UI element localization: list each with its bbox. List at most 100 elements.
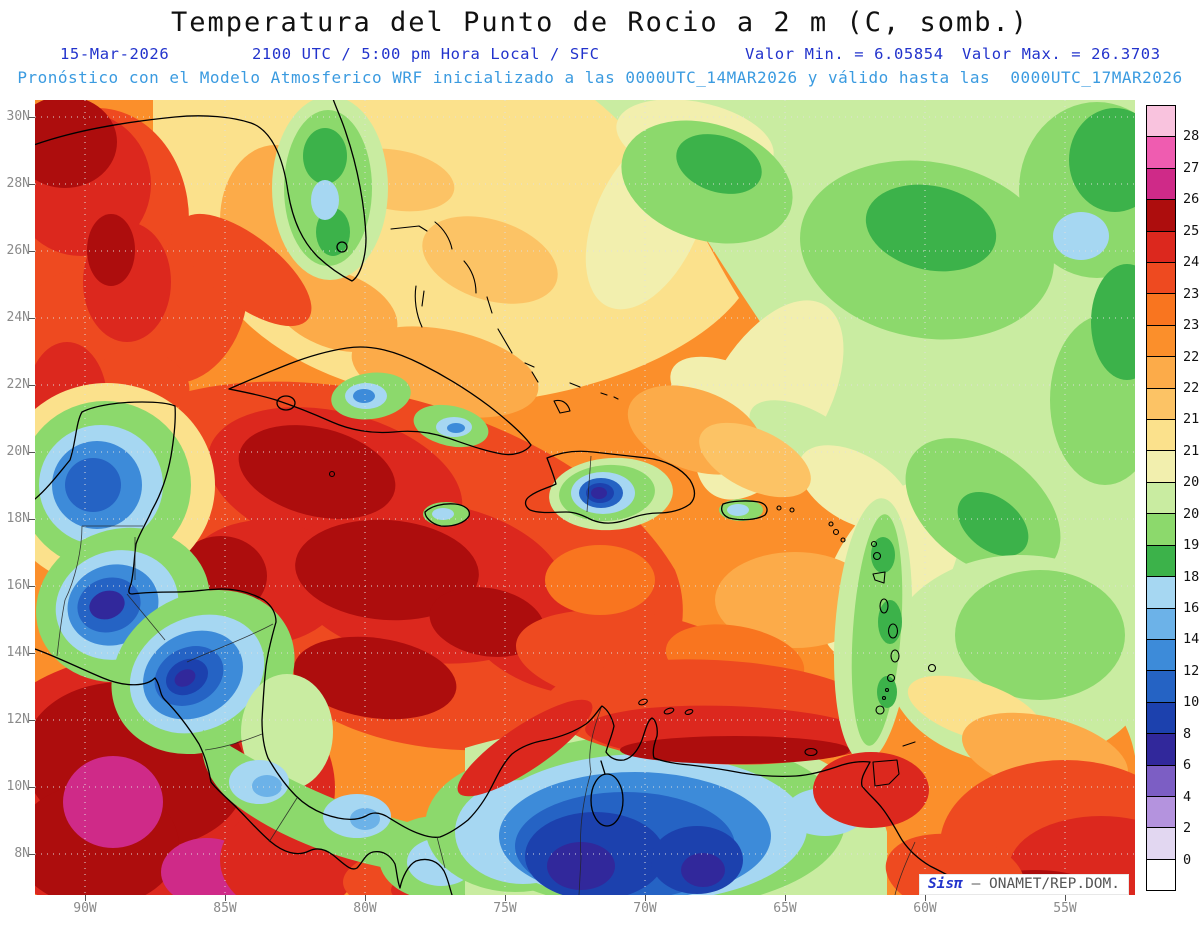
colorbar-segment-s5 <box>1147 231 1175 264</box>
colorbar-label-8: 8 <box>1183 725 1192 742</box>
forecast-date: 15-Mar-2026 <box>60 45 170 63</box>
lat-tick-mark <box>29 117 35 118</box>
colorbar-segment-s10 <box>1147 388 1175 421</box>
colorbar-segment-s12 <box>1147 451 1175 483</box>
lon-tick-label-85W: 85W <box>213 901 237 916</box>
lat-tick-label-22N: 22N <box>6 377 30 392</box>
watermark: Sisπ – ONAMET/REP.DOM. <box>918 874 1129 895</box>
colorbar-label-28: 28 <box>1183 128 1200 145</box>
lat-tick-label-20N: 20N <box>6 444 30 459</box>
colorbar-segment-s9 <box>1147 357 1175 389</box>
lat-tick-mark <box>29 519 35 520</box>
colorbar-segment-s20 <box>1147 702 1175 735</box>
colorbar-label-0: 0 <box>1183 851 1192 868</box>
country-borders <box>56 455 916 896</box>
colorbar-segment-s4 <box>1147 200 1175 232</box>
lon-tick-label-70W: 70W <box>633 901 657 916</box>
colorbar-segment-s25 <box>1147 859 1175 891</box>
value-min: Valor Min. = 6.05854 <box>745 45 944 63</box>
lat-tick-label-8N: 8N <box>14 846 30 861</box>
lon-tick-label-90W: 90W <box>73 901 97 916</box>
watermark-brand: Sisπ <box>927 876 963 892</box>
lat-tick-label-14N: 14N <box>6 645 30 660</box>
lat-tick-label-18N: 18N <box>6 511 30 526</box>
colorbar-segment-s19 <box>1147 671 1175 703</box>
lat-tick-mark <box>29 318 35 319</box>
colorbar-segment-s1 <box>1147 106 1175 138</box>
grid-lines <box>35 100 1135 895</box>
colorbar-segment-s22 <box>1147 765 1175 797</box>
colorbar-label-14: 14 <box>1183 631 1200 648</box>
lat-tick-label-12N: 12N <box>6 712 30 727</box>
colorbar-label-4: 4 <box>1183 788 1192 805</box>
colorbar-segment-s3 <box>1147 168 1175 201</box>
lat-tick-label-10N: 10N <box>6 779 30 794</box>
lat-tick-mark <box>29 653 35 654</box>
colorbar-segment-s15 <box>1147 545 1175 578</box>
lat-tick-label-24N: 24N <box>6 310 30 325</box>
lon-tick-label-80W: 80W <box>353 901 377 916</box>
colorbar-label-6: 6 <box>1183 757 1192 774</box>
colorbar-label-26: 26 <box>1183 191 1200 208</box>
value-max: Valor Max. = 26.3703 <box>962 45 1161 63</box>
colorbar-label-25: 25 <box>1183 222 1200 239</box>
colorbar-segment-s21 <box>1147 734 1175 766</box>
lon-tick-mark <box>1065 895 1066 901</box>
colorbar-segment-s8 <box>1147 325 1175 358</box>
colorbar-label-22: 22 <box>1183 379 1200 396</box>
colorbar-label-16: 16 <box>1183 600 1200 617</box>
lon-tick-mark <box>505 895 506 901</box>
lon-tick-label-75W: 75W <box>493 901 517 916</box>
valid-time: 2100 UTC / 5:00 pm Hora Local / SFC <box>252 45 600 63</box>
lat-tick-mark <box>29 385 35 386</box>
lat-tick-mark <box>29 787 35 788</box>
coastlines <box>30 95 977 899</box>
colorbar-label-10: 10 <box>1183 694 1200 711</box>
chart-title: Temperatura del Punto de Rocio a 2 m (C,… <box>170 7 1029 38</box>
colorbar-label-23: 23 <box>1183 317 1200 334</box>
lat-tick-mark <box>29 854 35 855</box>
colorbar-label-21: 21 <box>1183 442 1200 459</box>
model-info-line: Pronóstico con el Modelo Atmosferico WRF… <box>17 68 1183 87</box>
colorbar-segment-s11 <box>1147 420 1175 452</box>
colorbar-segment-s23 <box>1147 796 1175 829</box>
colorbar-segment-s2 <box>1147 137 1175 169</box>
map-canvas <box>0 95 1193 927</box>
colorbar-label-19: 19 <box>1183 537 1200 554</box>
lat-tick-label-30N: 30N <box>6 109 30 124</box>
colorbar-label-20.5: 20.5 <box>1183 474 1200 491</box>
lon-tick-label-65W: 65W <box>773 901 797 916</box>
lat-tick-label-26N: 26N <box>6 243 30 258</box>
lon-tick-mark <box>645 895 646 901</box>
lon-tick-mark <box>225 895 226 901</box>
colorbar-label-22.5: 22.5 <box>1183 348 1200 365</box>
colorbar-label-20: 20 <box>1183 505 1200 522</box>
lon-tick-mark <box>365 895 366 901</box>
lat-tick-mark <box>29 251 35 252</box>
lon-tick-label-55W: 55W <box>1053 901 1077 916</box>
colorbar-segment-s13 <box>1147 482 1175 515</box>
colorbar-segment-s7 <box>1147 294 1175 326</box>
colorbar-label-27: 27 <box>1183 159 1200 176</box>
lat-tick-mark <box>29 184 35 185</box>
colorbar-segment-s18 <box>1147 639 1175 672</box>
colorbar <box>1146 105 1176 891</box>
colorbar-segment-s16 <box>1147 577 1175 609</box>
lat-tick-mark <box>29 452 35 453</box>
colorbar-label-24.5: 24.5 <box>1183 254 1200 271</box>
lon-tick-mark <box>85 895 86 901</box>
colorbar-segment-s6 <box>1147 263 1175 295</box>
dewpoint-fill-field <box>0 96 1193 927</box>
lat-tick-mark <box>29 720 35 721</box>
map-area: Sisπ – ONAMET/REP.DOM. <box>0 95 1193 927</box>
colorbar-label-12: 12 <box>1183 662 1200 679</box>
colorbar-label-2: 2 <box>1183 820 1192 837</box>
lon-tick-label-60W: 60W <box>913 901 937 916</box>
colorbar-segment-s17 <box>1147 608 1175 640</box>
colorbar-segment-s24 <box>1147 828 1175 860</box>
watermark-credit: – ONAMET/REP.DOM. <box>971 876 1120 892</box>
lon-tick-mark <box>925 895 926 901</box>
colorbar-segment-s14 <box>1147 514 1175 546</box>
lat-tick-label-28N: 28N <box>6 176 30 191</box>
